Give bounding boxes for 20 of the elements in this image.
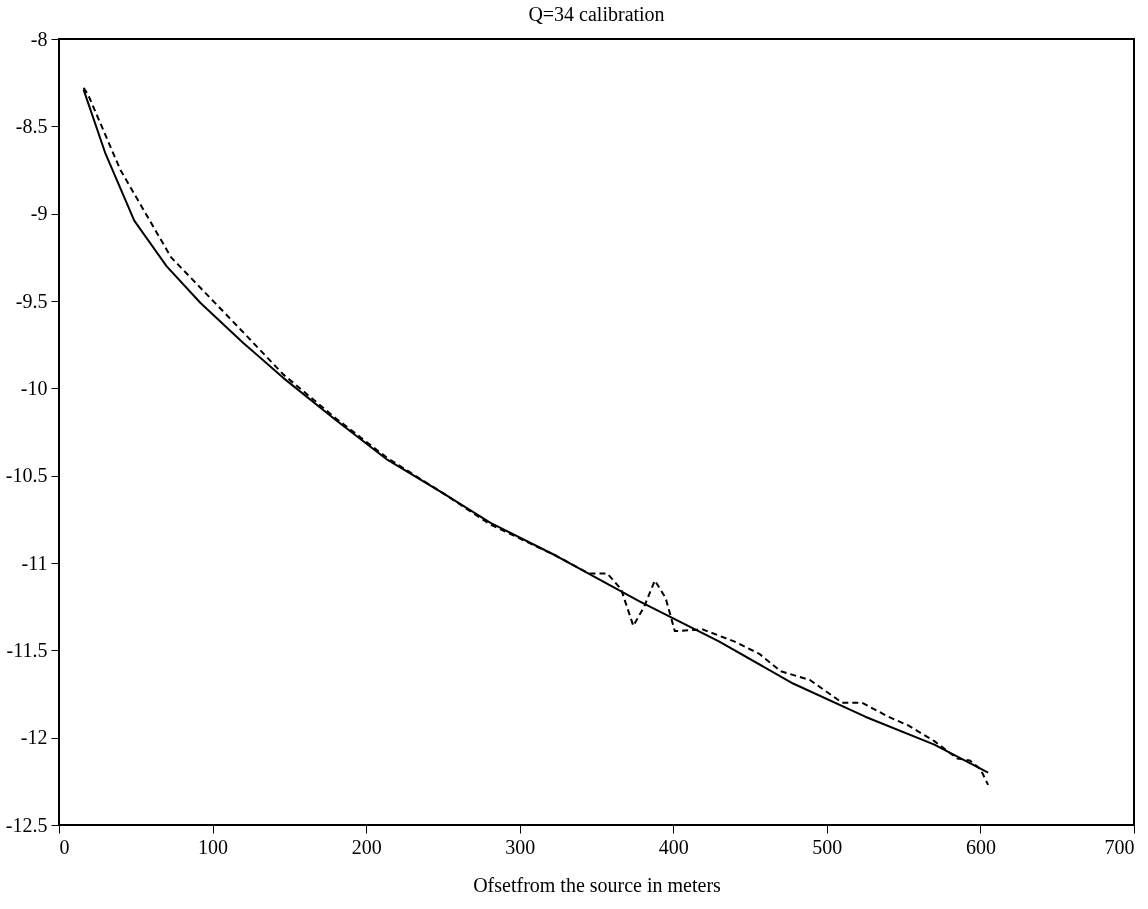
y-tick-label: -11.5 (6, 638, 48, 661)
x-tick-label: 400 (658, 835, 689, 858)
chart-title: Q=34 calibration (528, 3, 665, 25)
y-tick-label: -12.5 (5, 813, 48, 836)
y-tick-label: -8 (30, 27, 48, 50)
x-tick-label: 0 (59, 835, 70, 858)
y-tick-label: -9.5 (15, 289, 48, 312)
x-tick-label: 100 (198, 835, 229, 858)
x-tick-label: 200 (351, 835, 382, 858)
x-tick-label: 300 (505, 835, 536, 858)
y-tick-label: -11 (21, 551, 48, 574)
x-axis-title: Ofsetfrom the source in meters (473, 873, 722, 896)
y-tick-label: -9 (30, 202, 48, 225)
x-tick-label: 500 (812, 835, 843, 858)
x-tick-label: 700 (1104, 835, 1135, 858)
y-tick-label: -8.5 (15, 114, 48, 137)
y-tick-label: -10.5 (5, 464, 48, 487)
y-tick-label: -12 (20, 726, 48, 749)
x-tick-label: 600 (965, 835, 996, 858)
y-tick-label: -10 (20, 376, 48, 399)
